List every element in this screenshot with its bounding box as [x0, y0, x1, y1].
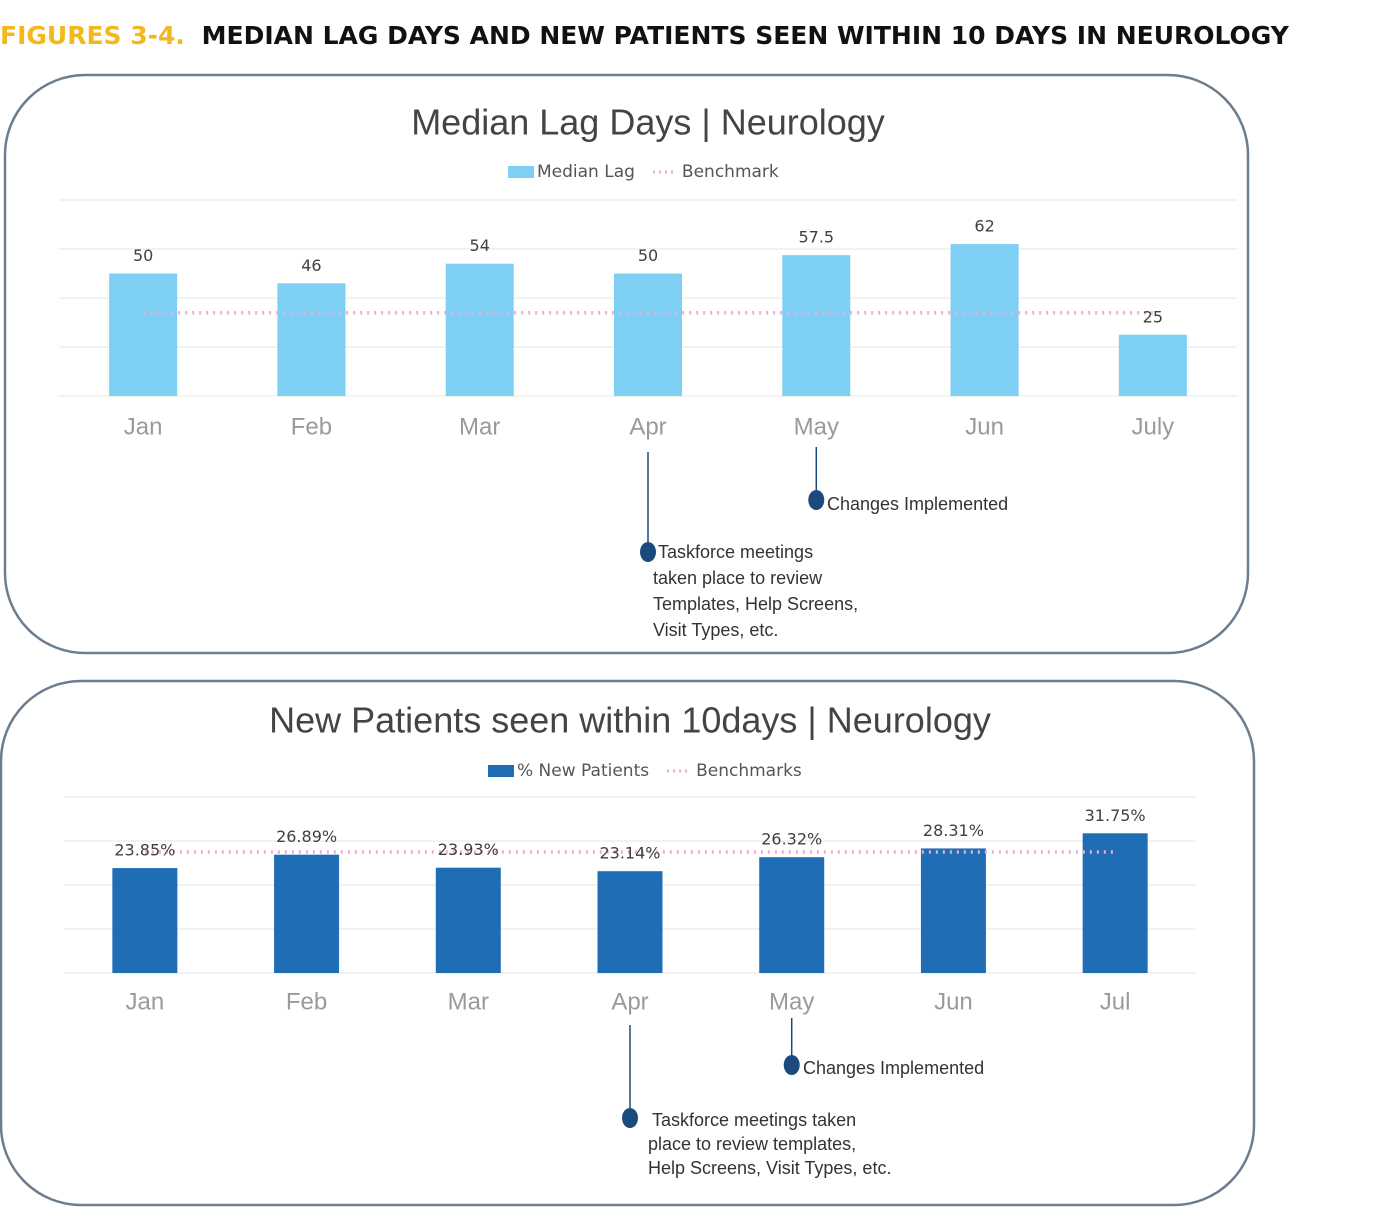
legend-label: Benchmarks [696, 761, 802, 781]
bar [950, 244, 1019, 396]
bar [109, 273, 178, 396]
annotation-text: Taskforce meetings [658, 542, 813, 562]
annotation-text: Templates, Help Screens, [653, 594, 858, 614]
data-label: 23.14% [599, 844, 660, 863]
data-label: 23.93% [438, 840, 499, 859]
bar [435, 867, 501, 973]
data-label: 25 [1143, 307, 1163, 326]
x-tick-label: Apr [629, 413, 666, 440]
panel [3, 73, 1250, 655]
annotation-text: Changes Implemented [827, 494, 1008, 514]
legend-swatch [508, 166, 534, 178]
bar [920, 848, 986, 973]
chart-title: New Patients seen within 10days | Neurol… [269, 700, 991, 741]
legend-swatch [488, 765, 514, 777]
bar [1118, 334, 1187, 396]
chart-title: Median Lag Days | Neurology [411, 102, 885, 143]
annotation-text: Changes Implemented [803, 1058, 984, 1078]
x-tick-label: Jun [965, 413, 1004, 440]
x-tick-label: May [769, 988, 814, 1015]
annotation-dot [640, 542, 656, 562]
legend-label: % New Patients [517, 761, 649, 781]
legend-label: Median Lag [537, 162, 635, 182]
x-tick-label: May [794, 413, 839, 440]
x-tick-label: Jan [124, 413, 163, 440]
bar [614, 273, 682, 396]
x-tick-label: Feb [291, 413, 332, 440]
annotation-text: Help Screens, Visit Types, etc. [648, 1158, 891, 1178]
data-label: 50 [638, 246, 658, 265]
data-label: 31.75% [1085, 806, 1146, 825]
annotation-dot [783, 1055, 800, 1075]
annotation-text: taken place to review [653, 568, 823, 588]
data-label: 26.89% [276, 827, 337, 846]
data-label: 50 [133, 246, 153, 265]
data-label: 26.32% [761, 830, 822, 849]
annotation-dot [622, 1108, 638, 1128]
annotation-text: Visit Types, etc. [653, 620, 778, 640]
bar [759, 857, 825, 973]
legend-label: Benchmark [682, 162, 779, 182]
data-label: 57.5 [798, 228, 834, 247]
data-label: 46 [301, 256, 321, 275]
x-tick-label: Feb [286, 988, 327, 1015]
x-tick-label: Apr [611, 988, 648, 1015]
bar [274, 854, 340, 973]
x-tick-label: Jul [1100, 988, 1131, 1015]
x-tick-label: Jan [126, 988, 165, 1015]
bar [782, 255, 851, 396]
figure-label: FIGURES 3-4. [0, 21, 185, 50]
data-label: 23.85% [114, 841, 175, 860]
x-tick-label: Jun [934, 988, 973, 1015]
panel [0, 679, 1256, 1207]
annotation-text: place to review templates, [648, 1134, 856, 1154]
annotation-dot [808, 490, 825, 510]
bar [277, 283, 346, 396]
bar [1082, 833, 1148, 973]
bar [445, 263, 514, 396]
bar [597, 871, 663, 973]
x-tick-label: Mar [459, 413, 500, 440]
bar [112, 868, 178, 973]
data-label: 54 [470, 236, 490, 255]
x-tick-label: Mar [448, 988, 489, 1015]
data-label: 62 [974, 217, 994, 236]
figure-title: MEDIAN LAG DAYS AND NEW PATIENTS SEEN WI… [202, 21, 1290, 50]
figure-heading: FIGURES 3-4. MEDIAN LAG DAYS AND NEW PAT… [0, 21, 1290, 50]
annotation-text: Taskforce meetings taken [652, 1110, 856, 1130]
data-label: 28.31% [923, 821, 984, 840]
x-tick-label: July [1132, 413, 1175, 440]
